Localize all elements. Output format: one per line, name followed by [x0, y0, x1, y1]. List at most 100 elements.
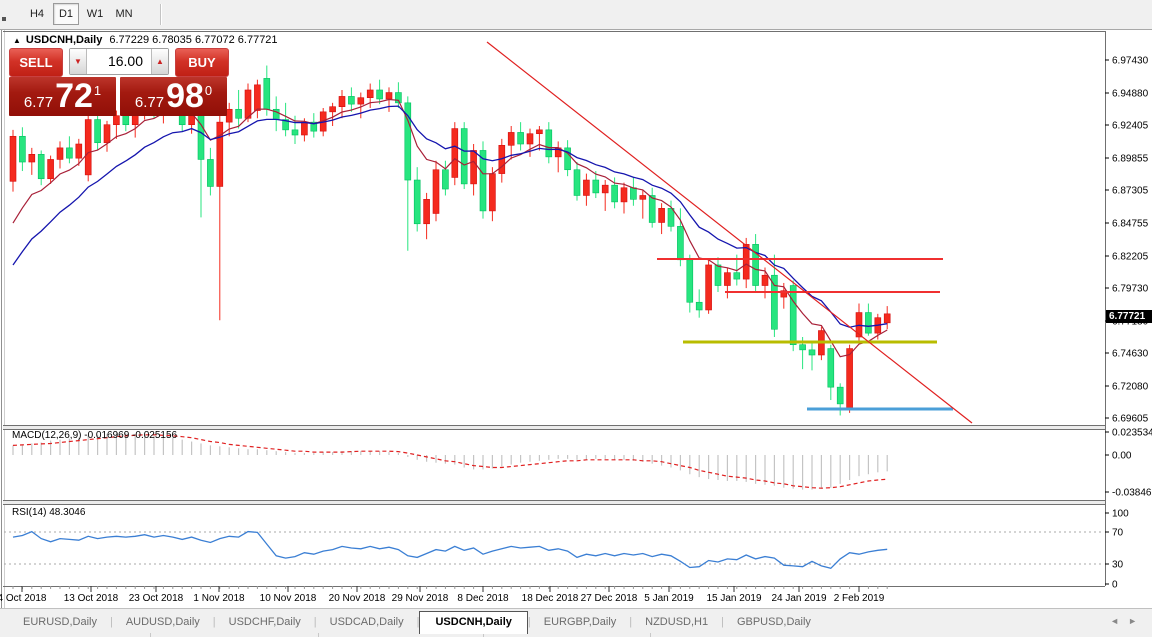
candle-body — [836, 386, 844, 405]
candle-body — [47, 159, 54, 180]
svg-text:30: 30 — [1112, 560, 1124, 571]
tab-eurusd-daily[interactable]: EURUSD,Daily — [23, 616, 97, 628]
candle-body — [667, 208, 675, 227]
candle-body — [479, 150, 487, 212]
candle-body — [536, 129, 543, 135]
ma-slow-line — [12, 105, 888, 328]
candle-body — [376, 89, 383, 100]
candle-body — [780, 290, 788, 298]
candle-body — [611, 184, 618, 203]
svg-text:18 Dec 2018: 18 Dec 2018 — [522, 593, 579, 604]
tab-nzdusd-h1[interactable]: NZDUSD,H1 — [645, 616, 709, 628]
svg-text:6.89855: 6.89855 — [1112, 154, 1149, 165]
svg-text:24 Jan 2019: 24 Jan 2019 — [771, 593, 826, 604]
candle-body — [771, 274, 778, 330]
candle-body — [545, 129, 553, 158]
tab-usdcnh-daily[interactable]: USDCNH,Daily — [419, 611, 528, 634]
volume-decrease-icon[interactable]: ▼ — [70, 49, 87, 74]
toolbar-clipped-button[interactable] — [2, 17, 6, 21]
candle-body — [28, 154, 36, 163]
candle-body — [216, 121, 224, 187]
macd-label: MACD(12,26,9) -0.016969 -0.025156 — [12, 430, 178, 441]
sell-button[interactable]: SELL — [9, 48, 63, 77]
tab-audusd-daily[interactable]: AUDUSD,Daily — [125, 616, 200, 628]
candle-body — [846, 348, 853, 409]
svg-text:-0.038466: -0.038466 — [1112, 488, 1152, 499]
tab-separator: | — [721, 616, 724, 628]
svg-text:6.72080: 6.72080 — [1112, 382, 1149, 393]
svg-text:20 Nov 2018: 20 Nov 2018 — [329, 593, 386, 604]
candle-body — [695, 301, 703, 311]
price-axis: 6.97430 6.94880 6.92405 6.89855 6.87305 6.847… — [1105, 56, 1152, 591]
svg-text:6.84755: 6.84755 — [1112, 219, 1149, 230]
chart-tab-bar: EURUSD,Daily | AUDUSD,Daily | USDCHF,Daily | U… — [0, 608, 1152, 634]
rsi-label: RSI(14) 48.3046 — [12, 507, 86, 518]
candle-body — [75, 143, 83, 159]
tab-usdcad-daily[interactable]: USDCAD,Daily — [329, 616, 404, 628]
svg-text:100: 100 — [1112, 509, 1129, 520]
buy-price-display[interactable]: 6.77 98 0 — [120, 77, 227, 116]
candle-body — [865, 312, 872, 334]
candle-body — [244, 89, 252, 119]
candle-body — [761, 274, 769, 286]
tf-button-w1[interactable]: W1 — [82, 3, 108, 25]
candle-body — [714, 264, 722, 286]
candle-body — [620, 187, 628, 203]
candle-body — [122, 115, 130, 126]
svg-text:13 Oct 2018: 13 Oct 2018 — [64, 593, 119, 604]
svg-text:27 Dec 2018: 27 Dec 2018 — [581, 593, 638, 604]
candles-layer — [9, 65, 891, 416]
candle-body — [808, 349, 816, 356]
candle-body — [592, 179, 600, 194]
tab-scroll-right-icon[interactable]: ► — [1128, 616, 1146, 626]
candle-body — [442, 169, 449, 190]
ma-fast-line — [12, 98, 888, 358]
timeframe-toolbar: H4 D1 W1 MN — [0, 0, 1152, 30]
macd-histogram — [12, 432, 888, 490]
rsi-line — [12, 530, 888, 570]
candle-body — [432, 169, 440, 214]
tab-gbpusd-daily[interactable]: GBPUSD,Daily — [736, 616, 811, 628]
buy-price-sup: 0 — [204, 83, 213, 98]
candle-body — [630, 187, 637, 200]
volume-input[interactable]: 16.00 — [107, 53, 143, 69]
candle-body — [648, 195, 656, 223]
chart-ohlc-values: 6.77229 6.78035 6.77072 6.77721 — [109, 34, 278, 46]
candle-body — [404, 102, 412, 181]
tab-scroll-left-icon[interactable]: ◄ — [1110, 616, 1129, 626]
tab-eurgbp-daily[interactable]: EURGBP,Daily — [543, 616, 617, 628]
buy-price-small: 6.77 — [134, 94, 165, 111]
tf-button-mn[interactable]: MN — [111, 3, 137, 25]
sell-price-display[interactable]: 6.77 72 1 — [9, 77, 116, 116]
candle-body — [310, 121, 318, 132]
candle-body — [705, 264, 712, 311]
svg-text:2 Feb 2019: 2 Feb 2019 — [834, 593, 885, 604]
candle-body — [56, 147, 64, 160]
candle-body — [451, 128, 459, 178]
chart-symbol: USDCNH,Daily — [25, 34, 103, 46]
svg-text:29 Nov 2018: 29 Nov 2018 — [392, 593, 449, 604]
svg-text:0: 0 — [1112, 580, 1118, 591]
svg-text:6.74630: 6.74630 — [1112, 349, 1149, 360]
buy-button[interactable]: BUY — [175, 48, 229, 77]
candle-body — [207, 159, 214, 187]
candle-body — [9, 135, 17, 182]
candle-body — [103, 124, 111, 144]
svg-text:8 Dec 2018: 8 Dec 2018 — [457, 593, 509, 604]
svg-text:15 Jan 2019: 15 Jan 2019 — [706, 593, 761, 604]
tf-button-h4[interactable]: H4 — [24, 3, 50, 25]
trendline-object[interactable] — [486, 41, 973, 424]
candle-body — [639, 195, 647, 200]
volume-increase-icon[interactable]: ▲ — [151, 49, 168, 74]
svg-text:6.92405: 6.92405 — [1112, 121, 1149, 132]
svg-text:6.87305: 6.87305 — [1112, 186, 1149, 197]
tf-button-d1[interactable]: D1 — [53, 3, 79, 25]
candle-body — [263, 78, 271, 110]
candle-body — [507, 132, 515, 146]
candle-body — [658, 208, 665, 223]
tab-usdchf-daily[interactable]: USDCHF,Daily — [228, 616, 301, 628]
candle-body — [66, 147, 73, 159]
candle-body — [742, 244, 750, 280]
